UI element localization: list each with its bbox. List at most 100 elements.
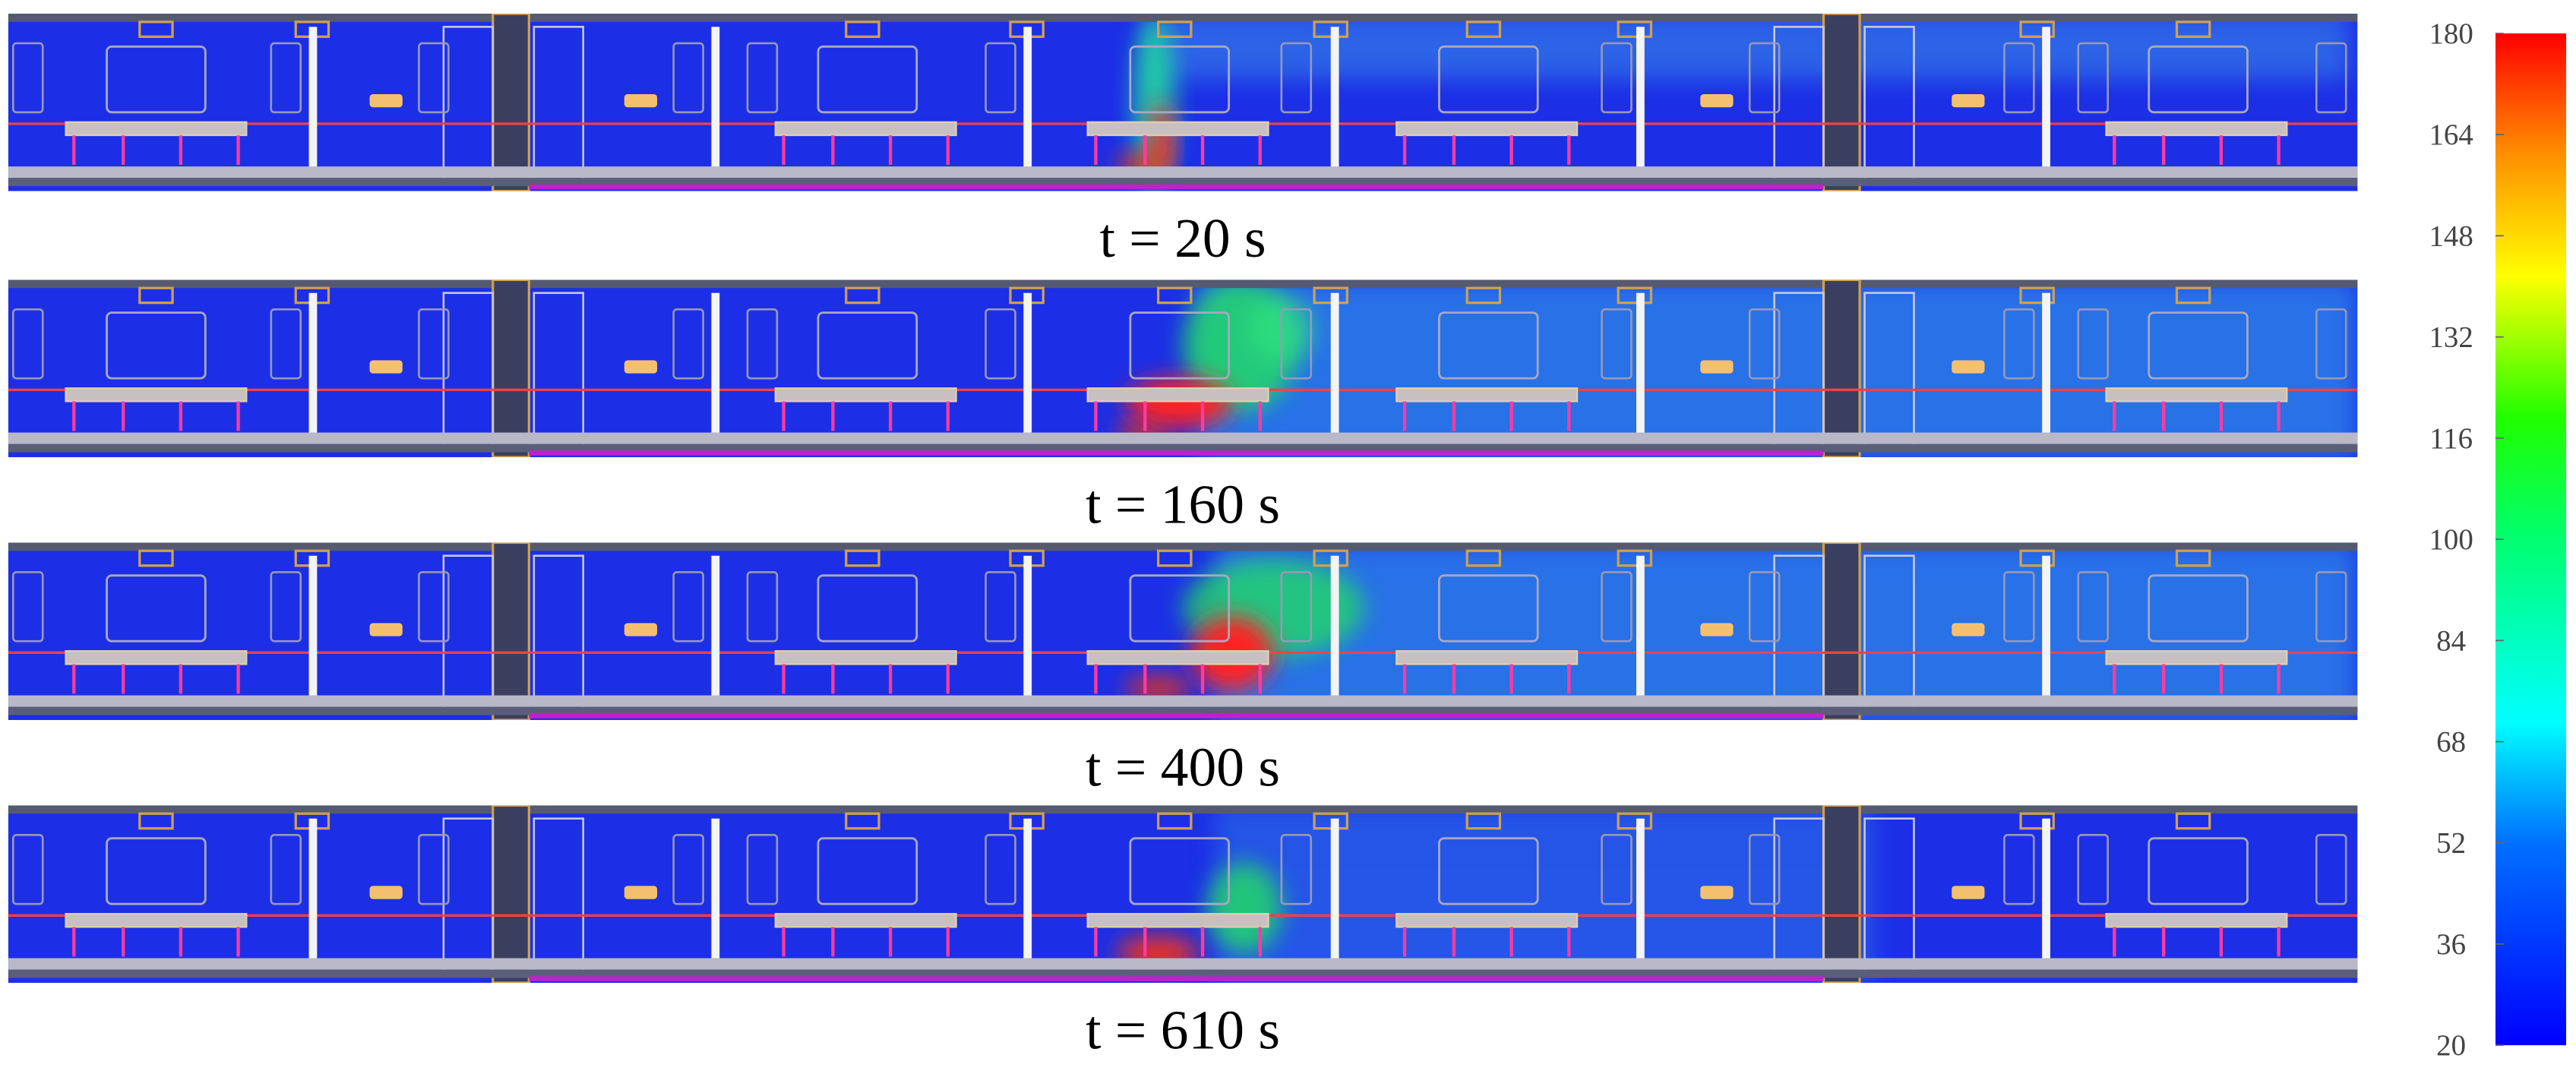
pole	[308, 292, 318, 437]
seat	[2105, 650, 2288, 665]
floor-line	[529, 450, 1824, 456]
side-window	[985, 571, 1016, 643]
pole	[711, 555, 720, 701]
door-post	[491, 14, 530, 191]
pole	[1330, 555, 1339, 701]
light	[1700, 886, 1734, 899]
light	[624, 623, 658, 636]
side-window	[746, 571, 779, 643]
window	[1129, 311, 1231, 380]
hanger	[2019, 21, 2055, 38]
hanger	[1157, 21, 1193, 38]
window	[2148, 45, 2249, 114]
hanger	[138, 812, 174, 830]
side-window	[1748, 42, 1781, 114]
seat	[65, 650, 248, 665]
pole	[1636, 292, 1645, 437]
pole	[2042, 27, 2050, 172]
floor-base	[8, 706, 2358, 715]
side-window	[2003, 571, 2035, 643]
side-window	[2315, 42, 2347, 114]
panel-label: t = 160 s	[1086, 472, 1280, 535]
pole	[711, 292, 720, 437]
floor	[8, 695, 2358, 707]
side-window	[2077, 308, 2109, 380]
seat	[774, 121, 957, 137]
door-post	[1822, 542, 1861, 720]
side-window	[270, 834, 302, 905]
pole	[1330, 818, 1339, 964]
pole	[2042, 818, 2050, 964]
hanger	[2019, 286, 2055, 305]
window	[2148, 837, 2249, 905]
panel-label: t = 610 s	[1086, 998, 1280, 1060]
colorbar-tick-label: 148	[2429, 220, 2473, 252]
floor-line	[529, 976, 1824, 981]
pole	[1023, 27, 1032, 172]
seat	[2105, 387, 2288, 403]
light	[369, 886, 403, 899]
door-post	[491, 280, 530, 457]
hanger	[845, 812, 880, 830]
side-window	[2077, 42, 2109, 114]
colorbar-tick-label: 116	[2429, 422, 2473, 455]
window	[817, 574, 918, 643]
light	[1952, 886, 1985, 899]
seat	[65, 913, 248, 928]
panel-content	[8, 14, 2358, 191]
side-window	[12, 308, 44, 380]
side-window	[418, 308, 450, 380]
hanger	[1617, 812, 1653, 830]
window	[1129, 837, 1231, 905]
panel	[8, 805, 2358, 983]
seat	[1395, 387, 1579, 403]
floor	[8, 166, 2358, 178]
smoke	[1215, 542, 2358, 720]
seat	[2105, 121, 2288, 137]
panel	[8, 280, 2358, 457]
side-window	[418, 571, 450, 643]
side-window	[12, 571, 44, 643]
window	[106, 45, 207, 114]
window	[1438, 45, 1539, 114]
hanger	[2175, 286, 2211, 305]
door-post	[1822, 805, 1861, 983]
window	[817, 311, 918, 380]
hanger	[1617, 286, 1653, 305]
side-window	[2003, 834, 2035, 905]
hanger	[138, 549, 174, 567]
colorbar-tick-label: 132	[2429, 321, 2473, 354]
light	[1700, 360, 1734, 374]
pole	[2042, 292, 2050, 437]
floor-base	[8, 969, 2358, 978]
seat	[774, 387, 957, 403]
hanger	[2175, 21, 2211, 38]
side-window	[1748, 834, 1781, 905]
hanger	[845, 21, 880, 38]
floor	[8, 958, 2358, 970]
hanger	[1617, 21, 1653, 38]
colorbar	[2495, 33, 2567, 1046]
side-window	[2077, 571, 2109, 643]
smoke	[1125, 677, 1191, 701]
side-window	[1601, 308, 1633, 380]
seat	[1086, 387, 1269, 403]
side-window	[418, 834, 450, 905]
seat	[774, 913, 957, 928]
hanger	[1465, 21, 1502, 38]
window	[817, 837, 918, 905]
hanger	[1157, 549, 1193, 567]
seat	[1395, 650, 1579, 665]
light	[1952, 94, 1985, 108]
panel-content	[8, 280, 2358, 457]
side-window	[746, 308, 779, 380]
side-window	[2315, 834, 2347, 905]
side-window	[1280, 42, 1313, 114]
floor	[8, 432, 2358, 444]
window	[1438, 837, 1539, 905]
side-window	[2003, 42, 2035, 114]
side-window	[1601, 571, 1633, 643]
ceiling	[8, 805, 2358, 814]
floor-line	[529, 713, 1824, 719]
